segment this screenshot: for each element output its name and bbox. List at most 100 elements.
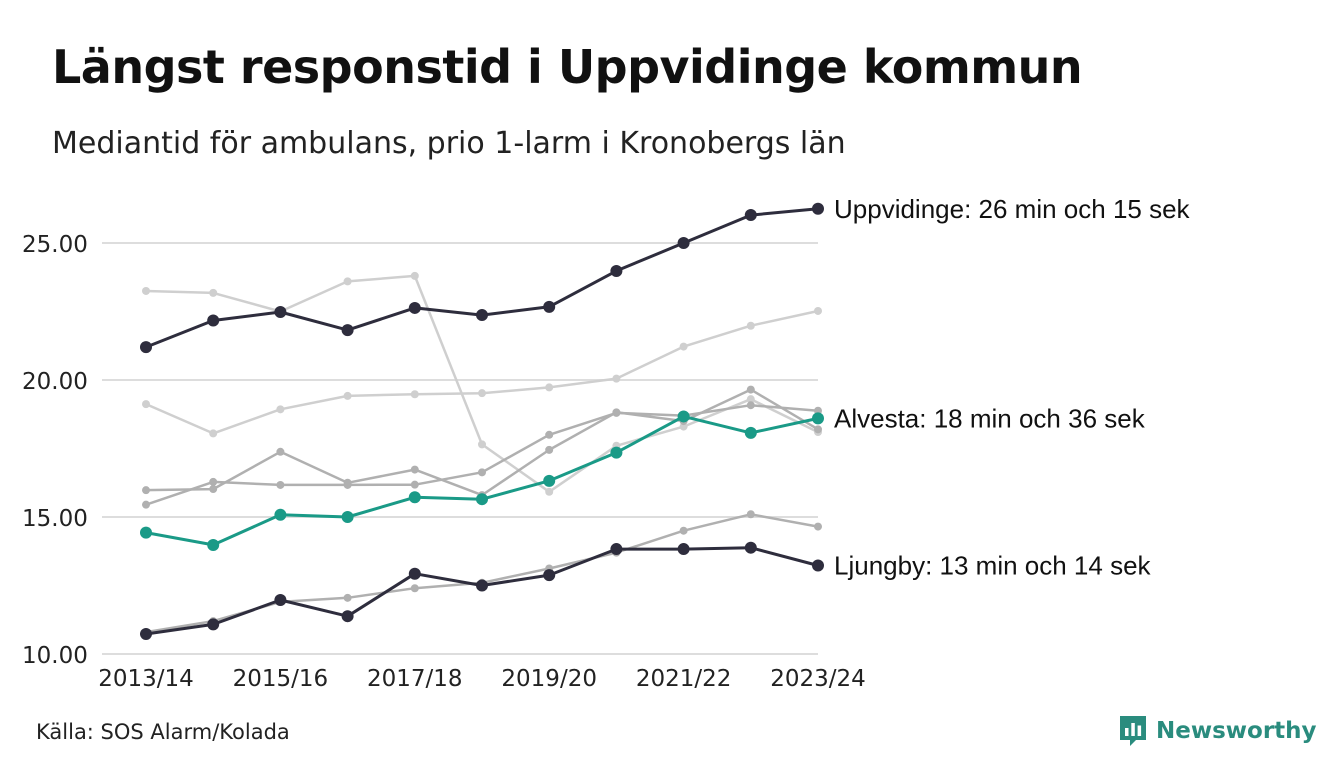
data-point-ljungby	[812, 559, 824, 572]
x-tick-label: 2023/24	[770, 666, 866, 692]
chart-title: Längst responstid i Uppvidinge kommun	[52, 40, 1083, 94]
data-point-ljungby	[207, 618, 220, 631]
background-data-point	[478, 440, 486, 449]
data-point-ljungby	[543, 569, 556, 582]
data-point-alvesta	[677, 410, 690, 423]
background-data-point	[814, 406, 822, 415]
background-data-point	[746, 321, 755, 330]
background-data-point	[478, 389, 486, 398]
background-data-point	[679, 342, 688, 351]
background-data-point	[343, 277, 352, 286]
background-data-point	[746, 385, 755, 394]
background-data-point	[410, 584, 419, 593]
background-data-point	[209, 288, 218, 297]
series-label-uppvidinge: Uppvidinge: 26 min och 15 sek	[834, 194, 1191, 224]
background-data-point	[410, 271, 419, 280]
series-label-ljungby: Ljungby: 13 min och 14 sek	[834, 550, 1152, 580]
background-data-point	[814, 425, 822, 434]
background-data-point	[343, 391, 352, 400]
data-point-ljungby	[744, 541, 757, 554]
y-tick-label: 15.00	[22, 506, 88, 532]
data-point-ljungby	[610, 543, 623, 556]
data-point-alvesta	[207, 538, 220, 551]
background-series-line-1	[144, 309, 820, 435]
series-line-alvesta	[144, 414, 820, 547]
background-data-point	[612, 408, 621, 417]
data-point-ljungby	[677, 543, 690, 556]
data-point-ljungby	[274, 594, 287, 607]
background-series-line-4	[144, 513, 820, 634]
background-data-point	[612, 374, 621, 383]
data-point-uppvidinge	[274, 306, 287, 319]
data-point-alvesta	[543, 474, 556, 487]
data-point-alvesta	[140, 526, 152, 539]
data-point-ljungby	[476, 579, 488, 592]
series-label-layer: Uppvidinge: 26 min och 15 sek Alvesta: 18…	[834, 194, 1191, 581]
x-tick-label: 2021/22	[636, 666, 732, 692]
background-data-point	[209, 429, 218, 438]
background-data-point	[142, 400, 150, 409]
data-point-alvesta	[812, 412, 824, 425]
background-data-point	[209, 477, 218, 486]
background-data-point	[545, 383, 554, 392]
background-data-point	[410, 480, 419, 489]
x-tick-label: 2019/20	[501, 666, 597, 692]
data-point-alvesta	[744, 426, 757, 439]
data-point-alvesta	[408, 491, 421, 504]
data-point-uppvidinge	[408, 301, 421, 314]
y-tick-label: 25.00	[22, 232, 88, 258]
brand-name: Newsworthy	[1156, 718, 1317, 744]
background-data-point	[746, 395, 755, 404]
grid-layer	[102, 242, 818, 655]
chart-subtitle: Mediantid för ambulans, prio 1-larm i Kr…	[52, 126, 846, 161]
background-series-line-0	[144, 274, 820, 494]
data-point-alvesta	[274, 508, 287, 521]
data-point-uppvidinge	[812, 202, 824, 215]
series-line-uppvidinge	[144, 207, 820, 349]
data-point-uppvidinge	[140, 341, 152, 354]
brand-logo: Newsworthy	[1118, 714, 1317, 748]
data-point-alvesta	[610, 446, 623, 459]
x-tick-label: 2015/16	[233, 666, 329, 692]
background-data-point	[276, 480, 285, 489]
background-data-point	[478, 468, 486, 477]
source-note: Källa: SOS Alarm/Kolada	[36, 720, 290, 744]
background-data-point	[142, 486, 150, 495]
background-data-point	[410, 465, 419, 474]
y-tick-label: 20.00	[22, 369, 88, 395]
data-point-uppvidinge	[677, 237, 690, 249]
background-data-point	[545, 430, 554, 439]
background-data-point	[276, 447, 285, 456]
background-data-point	[679, 526, 688, 535]
background-data-point	[814, 522, 822, 531]
data-point-uppvidinge	[207, 314, 220, 327]
newsworthy-logo-icon	[1120, 716, 1146, 746]
x-tick-label: 2017/18	[367, 666, 463, 692]
data-point-alvesta	[476, 493, 488, 506]
background-data-point	[142, 286, 150, 295]
background-data-point	[276, 405, 285, 414]
background-data-point	[746, 401, 755, 410]
line-chart: 10.00 15.00 20.00 25.00 2013/14 2015/16 2017/1…	[22, 194, 1191, 692]
background-data-point	[545, 487, 554, 496]
highlight-series-layer	[140, 202, 824, 640]
data-point-ljungby	[408, 567, 421, 580]
background-data-point	[814, 306, 822, 315]
data-point-uppvidinge	[610, 264, 623, 277]
x-tick-label: 2013/14	[98, 666, 194, 692]
data-point-ljungby	[140, 627, 152, 640]
background-data-point	[410, 390, 419, 399]
background-data-point	[209, 485, 218, 494]
data-point-uppvidinge	[341, 324, 354, 337]
data-point-uppvidinge	[476, 309, 488, 322]
background-data-point	[679, 422, 688, 431]
background-data-point	[343, 480, 352, 489]
background-data-point	[746, 510, 755, 519]
data-point-uppvidinge	[543, 300, 556, 313]
data-point-uppvidinge	[744, 209, 757, 222]
background-data-point	[545, 445, 554, 454]
data-point-ljungby	[341, 610, 354, 623]
series-label-alvesta: Alvesta: 18 min och 36 sek	[834, 403, 1146, 433]
background-data-point	[142, 500, 150, 509]
y-tick-label: 10.00	[22, 643, 88, 669]
